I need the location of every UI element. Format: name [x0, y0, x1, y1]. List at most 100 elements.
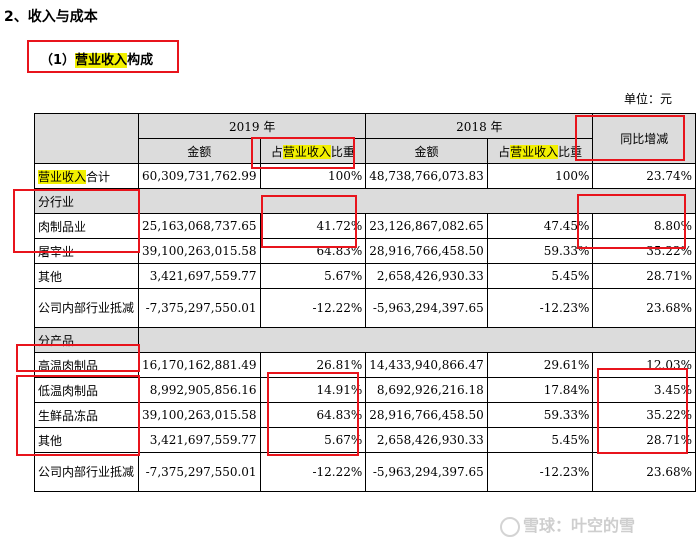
share-2018: 59.33%	[486, 238, 594, 264]
yoy-change: 35.22%	[592, 402, 696, 428]
total-yoy: 23.74%	[592, 163, 696, 189]
row-label: 肉制品业	[33, 213, 140, 239]
amount-2019: 39,100,263,015.58	[138, 238, 261, 264]
subsection-highlight: 营业收入	[75, 53, 128, 68]
header-row-years: 2019 年 2018 年 同比增减	[33, 113, 696, 164]
yoy-change: 23.68%	[592, 288, 696, 328]
yoy-change: 3.45%	[592, 377, 696, 403]
share-2019: 26.81%	[259, 352, 367, 378]
table-row: 公司内部行业抵减 -7,375,297,550.01 -12.22% -5,96…	[33, 452, 696, 492]
share-2019: -12.22%	[259, 452, 367, 492]
amount-2018: 28,916,766,458.50	[365, 402, 488, 428]
amount-2019: -7,375,297,550.01	[138, 288, 261, 328]
table-row: 其他 3,421,697,559.77 5.67% 2,658,426,930.…	[33, 263, 696, 289]
yoy-change: 8.80%	[592, 213, 696, 239]
table-row: 屠宰业 39,100,263,015.58 64.83% 28,916,766,…	[33, 238, 696, 264]
amount-2019: -7,375,297,550.01	[138, 452, 261, 492]
header-share-2019: 占营业收入比重	[259, 138, 367, 164]
table-row: 低温肉制品 8,992,905,856.16 14.91% 8,692,926,…	[33, 377, 696, 403]
share-2019: 64.83%	[259, 402, 367, 428]
share-2019: 41.72%	[259, 213, 367, 239]
share-2019: -12.22%	[259, 288, 367, 328]
yoy-change: 28.71%	[592, 263, 696, 289]
share-highlight: 营业收入	[282, 144, 331, 159]
header-2019: 2019 年	[138, 113, 367, 139]
header-amount-2019: 金额	[138, 138, 261, 164]
share-prefix: 占	[270, 144, 283, 159]
table-row: 其他 3,421,697,559.77 5.67% 2,658,426,930.…	[33, 427, 696, 453]
share-2018: 59.33%	[486, 402, 594, 428]
table-row: 生鲜品冻品 39,100,263,015.58 64.83% 28,916,76…	[33, 402, 696, 428]
amount-2019: 39,100,263,015.58	[138, 402, 261, 428]
amount-2019: 25,163,068,737.65	[138, 213, 261, 239]
share-prefix: 占	[498, 144, 511, 159]
table-row: 公司内部行业抵减 -7,375,297,550.01 -12.22% -5,96…	[33, 288, 696, 328]
amount-2018: 28,916,766,458.50	[365, 238, 488, 264]
header-yoy: 同比增减	[592, 113, 696, 164]
row-label: 高温肉制品	[33, 352, 140, 378]
total-share-2019: 100%	[259, 163, 367, 189]
total-row: 营业收入合计 60,309,731,762.99 100% 48,738,766…	[33, 163, 696, 189]
amount-2019: 3,421,697,559.77	[138, 427, 261, 453]
industry-section-label: 分行业	[33, 188, 140, 214]
share-2019: 14.91%	[259, 377, 367, 403]
product-section-fill	[138, 327, 696, 353]
share-2018: 29.61%	[486, 352, 594, 378]
header-amount-2018: 金额	[365, 138, 488, 164]
header-share-2018: 占营业收入比重	[486, 138, 594, 164]
row-label: 公司内部行业抵减	[33, 452, 140, 492]
yoy-change: 12.03%	[592, 352, 696, 378]
share-2018: 5.45%	[486, 427, 594, 453]
total-amount-2018: 48,738,766,073.83	[365, 163, 488, 189]
amount-2019: 3,421,697,559.77	[138, 263, 261, 289]
share-highlight: 营业收入	[510, 144, 559, 159]
row-label: 公司内部行业抵减	[33, 288, 140, 328]
header-2018: 2018 年	[365, 113, 594, 139]
total-label: 营业收入合计	[33, 163, 140, 189]
amount-2018: -5,963,294,397.65	[365, 452, 488, 492]
share-2018: 17.84%	[486, 377, 594, 403]
share-2018: -12.23%	[486, 288, 594, 328]
share-2019: 5.67%	[259, 263, 367, 289]
amount-2018: 23,126,867,082.65	[365, 213, 488, 239]
yoy-change: 28.71%	[592, 427, 696, 453]
total-amount-2019: 60,309,731,762.99	[138, 163, 261, 189]
subsection-prefix: （1）	[40, 53, 76, 68]
amount-2018: 2,658,426,930.33	[365, 427, 488, 453]
amount-2018: 2,658,426,930.33	[365, 263, 488, 289]
product-section-label: 分产品	[33, 327, 140, 353]
share-2018: 5.45%	[486, 263, 594, 289]
share-2018: 47.45%	[486, 213, 594, 239]
amount-2018: 8,692,926,216.18	[365, 377, 488, 403]
row-label: 屠宰业	[33, 238, 140, 264]
amount-2018: 14,433,940,866.47	[365, 352, 488, 378]
table-row: 肉制品业 25,163,068,737.65 41.72% 23,126,867…	[33, 213, 696, 239]
share-2018: -12.23%	[486, 452, 594, 492]
row-label: 其他	[33, 263, 140, 289]
yoy-change: 35.22%	[592, 238, 696, 264]
subsection-suffix: 构成	[127, 53, 154, 68]
share-suffix: 比重	[558, 144, 583, 159]
amount-2018: -5,963,294,397.65	[365, 288, 488, 328]
total-label-suffix: 合计	[86, 169, 111, 184]
snowball-logo-icon	[500, 516, 520, 537]
watermark-text: 雪球：叶空的雪	[523, 516, 636, 535]
share-suffix: 比重	[330, 144, 355, 159]
amount-2019: 16,170,162,881.49	[138, 352, 261, 378]
total-label-highlight: 营业收入	[38, 169, 87, 184]
amount-2019: 8,992,905,856.16	[138, 377, 261, 403]
share-2019: 64.83%	[259, 238, 367, 264]
yoy-change: 23.68%	[592, 452, 696, 492]
unit-label: 单位：元	[624, 92, 673, 106]
row-label: 其他	[33, 427, 140, 453]
watermark: 雪球：叶空的雪	[500, 512, 635, 537]
industry-section-fill	[138, 188, 696, 214]
subsection-title: （1）营业收入构成	[40, 49, 153, 68]
product-section-row: 分产品	[33, 327, 696, 353]
table-row: 高温肉制品 16,170,162,881.49 26.81% 14,433,94…	[33, 352, 696, 378]
total-share-2018: 100%	[486, 163, 594, 189]
section-title: 2、收入与成本	[4, 9, 98, 25]
row-label: 低温肉制品	[33, 377, 140, 403]
industry-section-row: 分行业	[33, 188, 696, 214]
share-2019: 5.67%	[259, 427, 367, 453]
